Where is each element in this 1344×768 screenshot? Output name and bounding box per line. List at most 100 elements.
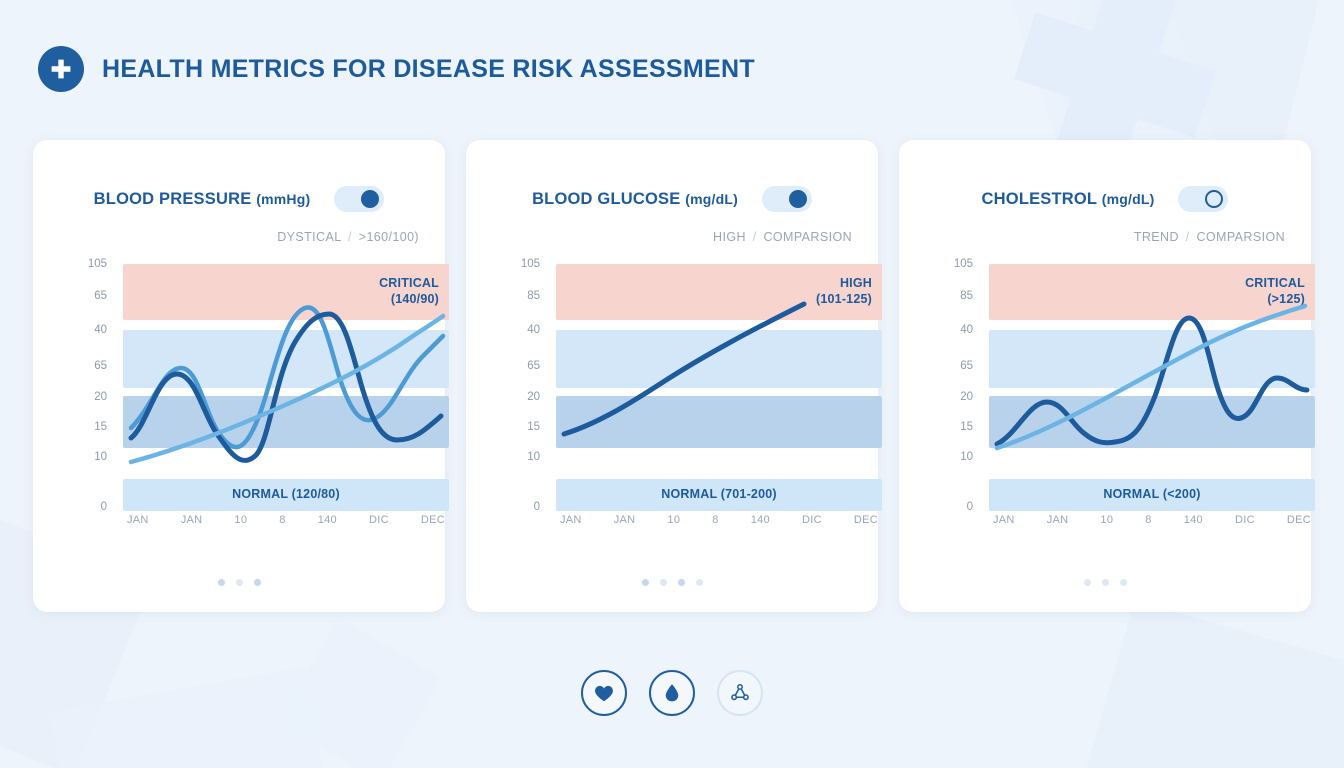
y-axis: 105 85 40 65 20 15 10 0: [899, 256, 985, 513]
x-axis-tick: JAN: [127, 514, 149, 526]
x-axis-tick: 140: [1183, 514, 1203, 526]
band-label-critical-value: (101-125): [816, 291, 872, 306]
y-axis-tick: 15: [527, 421, 540, 433]
metric-card-blood-glucose[interactable]: BLOOD GLUCOSE (mg/dL) HIGH / COMPARSION …: [466, 140, 882, 612]
pagination-dot[interactable]: [641, 579, 649, 586]
pagination-dot[interactable]: [253, 579, 261, 586]
heart-icon: [595, 685, 613, 702]
card-header: BLOOD PRESSURE (mmHg): [33, 140, 445, 212]
y-axis-tick: 10: [94, 451, 107, 463]
card-title: CHOLESTROL (mg/dL): [982, 190, 1155, 209]
card-toggle-blood-pressure[interactable]: [334, 186, 385, 212]
pagination-dot[interactable]: [235, 579, 243, 586]
x-axis-tick: 140: [750, 514, 770, 526]
molecule-icon: [731, 683, 749, 701]
card-subtitle: HIGH / COMPARSION: [466, 212, 878, 244]
band-label-critical-value: (>125): [1267, 291, 1305, 306]
band-normal: [123, 479, 449, 511]
x-axis-tick: JAN: [613, 514, 636, 526]
x-axis-tick: DEC: [853, 514, 878, 526]
chart-lines: [128, 305, 446, 465]
band-critical: [123, 264, 449, 320]
y-axis-tick: 15: [960, 421, 973, 433]
y-axis-tick: 20: [94, 391, 107, 403]
card-header: CHOLESTROL (mg/dL): [899, 140, 1311, 212]
card-title-text: CHOLESTROL: [981, 189, 1097, 208]
series-systolic: [128, 311, 444, 463]
metric-card-blood-pressure[interactable]: BLOOD PRESSURE (mmHg) DYSTICAL / >160/10…: [33, 140, 449, 612]
band-label-critical: HIGH (101-125): [816, 276, 872, 307]
y-axis-tick: 20: [960, 391, 973, 403]
pagination-dot[interactable]: [695, 579, 703, 586]
molecule-icon-button[interactable]: [717, 670, 763, 716]
y-axis-tick: 0: [100, 501, 107, 513]
y-axis-tick: 85: [527, 290, 540, 302]
chart-lines: [561, 301, 807, 437]
card-title-unit: (mg/dL): [685, 190, 738, 207]
x-axis-tick: JAN: [993, 514, 1015, 526]
y-axis-tick: 0: [533, 501, 540, 513]
x-axis-tick: 8: [279, 514, 286, 526]
band-label-critical-name: CRITICAL: [1245, 276, 1305, 290]
chart-lines: [994, 303, 1310, 451]
x-axis-tick: DEC: [1286, 514, 1311, 526]
y-axis-tick: 65: [960, 360, 973, 372]
toggle-knob: [361, 190, 380, 208]
plot-canvas: HIGH (101-125) NORMAL (701-200): [556, 256, 882, 511]
y-axis-tick: 20: [527, 391, 540, 403]
pagination-dot[interactable]: [677, 579, 685, 586]
pagination-dot[interactable]: [659, 579, 667, 586]
band-label-critical-name: HIGH: [839, 276, 872, 290]
toggle-knob: [1205, 190, 1224, 208]
card-subtitle: DYSTICAL / >160/100): [33, 212, 445, 244]
pagination-dot[interactable]: [1083, 579, 1091, 586]
card-title-text: BLOOD PRESSURE: [93, 189, 252, 208]
blood-drop-icon-button[interactable]: [649, 670, 695, 716]
band-label-normal: NORMAL (<200): [1103, 487, 1201, 501]
footer-icon-row: [0, 670, 1344, 716]
band-label-critical-name: CRITICAL: [379, 276, 439, 290]
card-subtitle-left: TREND: [1133, 230, 1179, 244]
y-axis: 105 65 40 65 20 15 10 0: [33, 256, 119, 513]
x-axis-tick: DIC: [801, 514, 822, 526]
chart-area: 105 65 40 65 20 15 10 0 CRITICAL (140/90…: [33, 256, 449, 526]
band-normal: [556, 479, 882, 511]
y-axis-tick: 15: [94, 421, 107, 433]
pagination-dot[interactable]: [1119, 579, 1127, 586]
metric-cards-row: BLOOD PRESSURE (mmHg) DYSTICAL / >160/10…: [33, 140, 1315, 612]
y-axis-tick: 65: [527, 360, 540, 372]
band-label-normal: NORMAL (120/80): [232, 487, 340, 501]
heart-icon-button[interactable]: [581, 670, 627, 716]
card-pagination-dots[interactable]: [466, 579, 878, 586]
card-toggle-blood-glucose[interactable]: [761, 186, 812, 212]
band-label-critical: CRITICAL (140/90): [379, 276, 439, 307]
pagination-dot[interactable]: [217, 579, 225, 586]
card-subtitle-separator: /: [1185, 230, 1190, 244]
y-axis-tick: 0: [966, 501, 973, 513]
card-toggle-cholestrol[interactable]: [1178, 186, 1229, 212]
metric-card-cholestrol[interactable]: CHOLESTROL (mg/dL) TREND / COMPARSION 10…: [899, 140, 1315, 612]
toggle-knob: [788, 190, 807, 208]
y-axis-tick: 40: [960, 324, 973, 336]
x-axis-tick: JAN: [1046, 514, 1069, 526]
x-axis-tick: 10: [1100, 514, 1114, 526]
band-mid: [556, 330, 882, 388]
card-subtitle-right: COMPARSION: [1196, 230, 1285, 244]
card-pagination-dots[interactable]: [33, 579, 445, 586]
y-axis-tick: 105: [87, 258, 107, 270]
band-normal: [989, 479, 1315, 511]
y-axis-tick: 65: [94, 290, 107, 302]
card-pagination-dots[interactable]: [899, 579, 1311, 586]
x-axis-tick: 140: [317, 514, 337, 526]
y-axis-tick: 10: [527, 451, 540, 463]
series-trend: [128, 313, 446, 465]
chart-area: 105 85 40 65 20 15 10 0 HIGH (101-125) N…: [466, 256, 882, 526]
x-axis-tick: DIC: [368, 514, 389, 526]
card-title: BLOOD PRESSURE (mmHg): [94, 190, 311, 209]
chart-area: 105 85 40 65 20 15 10 0 CRITICAL (>125) …: [899, 256, 1315, 526]
series-diastolic: [128, 305, 446, 450]
y-axis-tick: 10: [960, 451, 973, 463]
y-axis-tick: 85: [960, 290, 973, 302]
band-label-normal: NORMAL (701-200): [661, 487, 777, 501]
pagination-dot[interactable]: [1101, 579, 1109, 586]
